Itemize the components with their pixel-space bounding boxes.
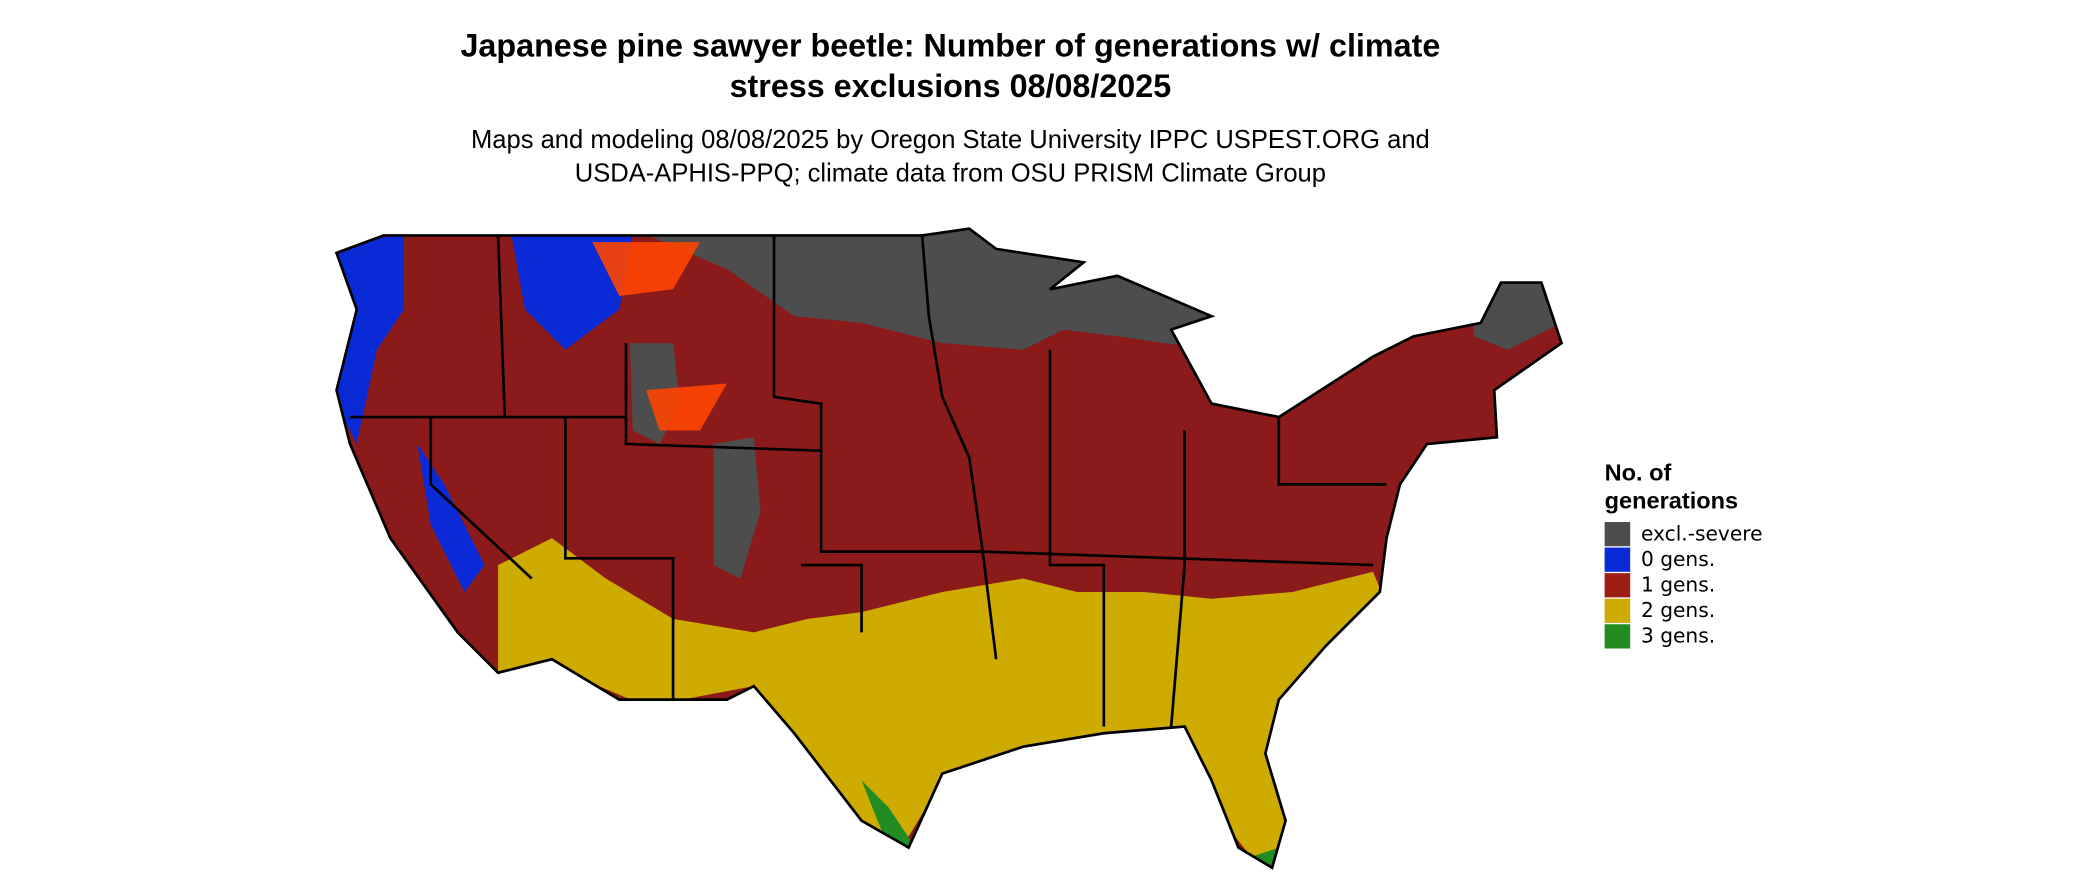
legend-swatch <box>1604 573 1631 598</box>
legend-swatch <box>1604 598 1631 623</box>
legend-label: 0 gens. <box>1641 547 1715 571</box>
region-3-gen <box>1231 847 1279 868</box>
legend-label: 1 gens. <box>1641 572 1715 596</box>
legend-label: 2 gens. <box>1641 598 1715 622</box>
legend-swatch <box>1604 547 1631 572</box>
subtitle: Maps and modeling 08/08/2025 by Oregon S… <box>471 126 1430 154</box>
legend-title: No. of <box>1605 459 1672 485</box>
legend-swatch <box>1604 522 1631 547</box>
title: stress exclusions 08/08/2025 <box>730 68 1172 104</box>
subtitle: USDA-APHIS-PPQ; climate data from OSU PR… <box>575 160 1326 188</box>
legend-title: generations <box>1605 488 1739 514</box>
legend-swatch <box>1604 624 1631 649</box>
region-0-gen <box>417 443 485 592</box>
region-1-gen-light <box>646 383 727 431</box>
region-0-gen <box>336 235 404 444</box>
region-2-gen <box>498 538 1387 868</box>
region-1-gen-light <box>592 242 700 296</box>
title: Japanese pine sawyer beetle: Number of g… <box>460 28 1440 64</box>
legend-label: 3 gens. <box>1641 624 1715 648</box>
region-3-gen <box>861 780 916 848</box>
region-0-gen <box>511 235 633 350</box>
region-excluded <box>713 437 761 579</box>
legend-label: excl.-severe <box>1641 521 1763 545</box>
state-borders <box>334 227 1564 870</box>
